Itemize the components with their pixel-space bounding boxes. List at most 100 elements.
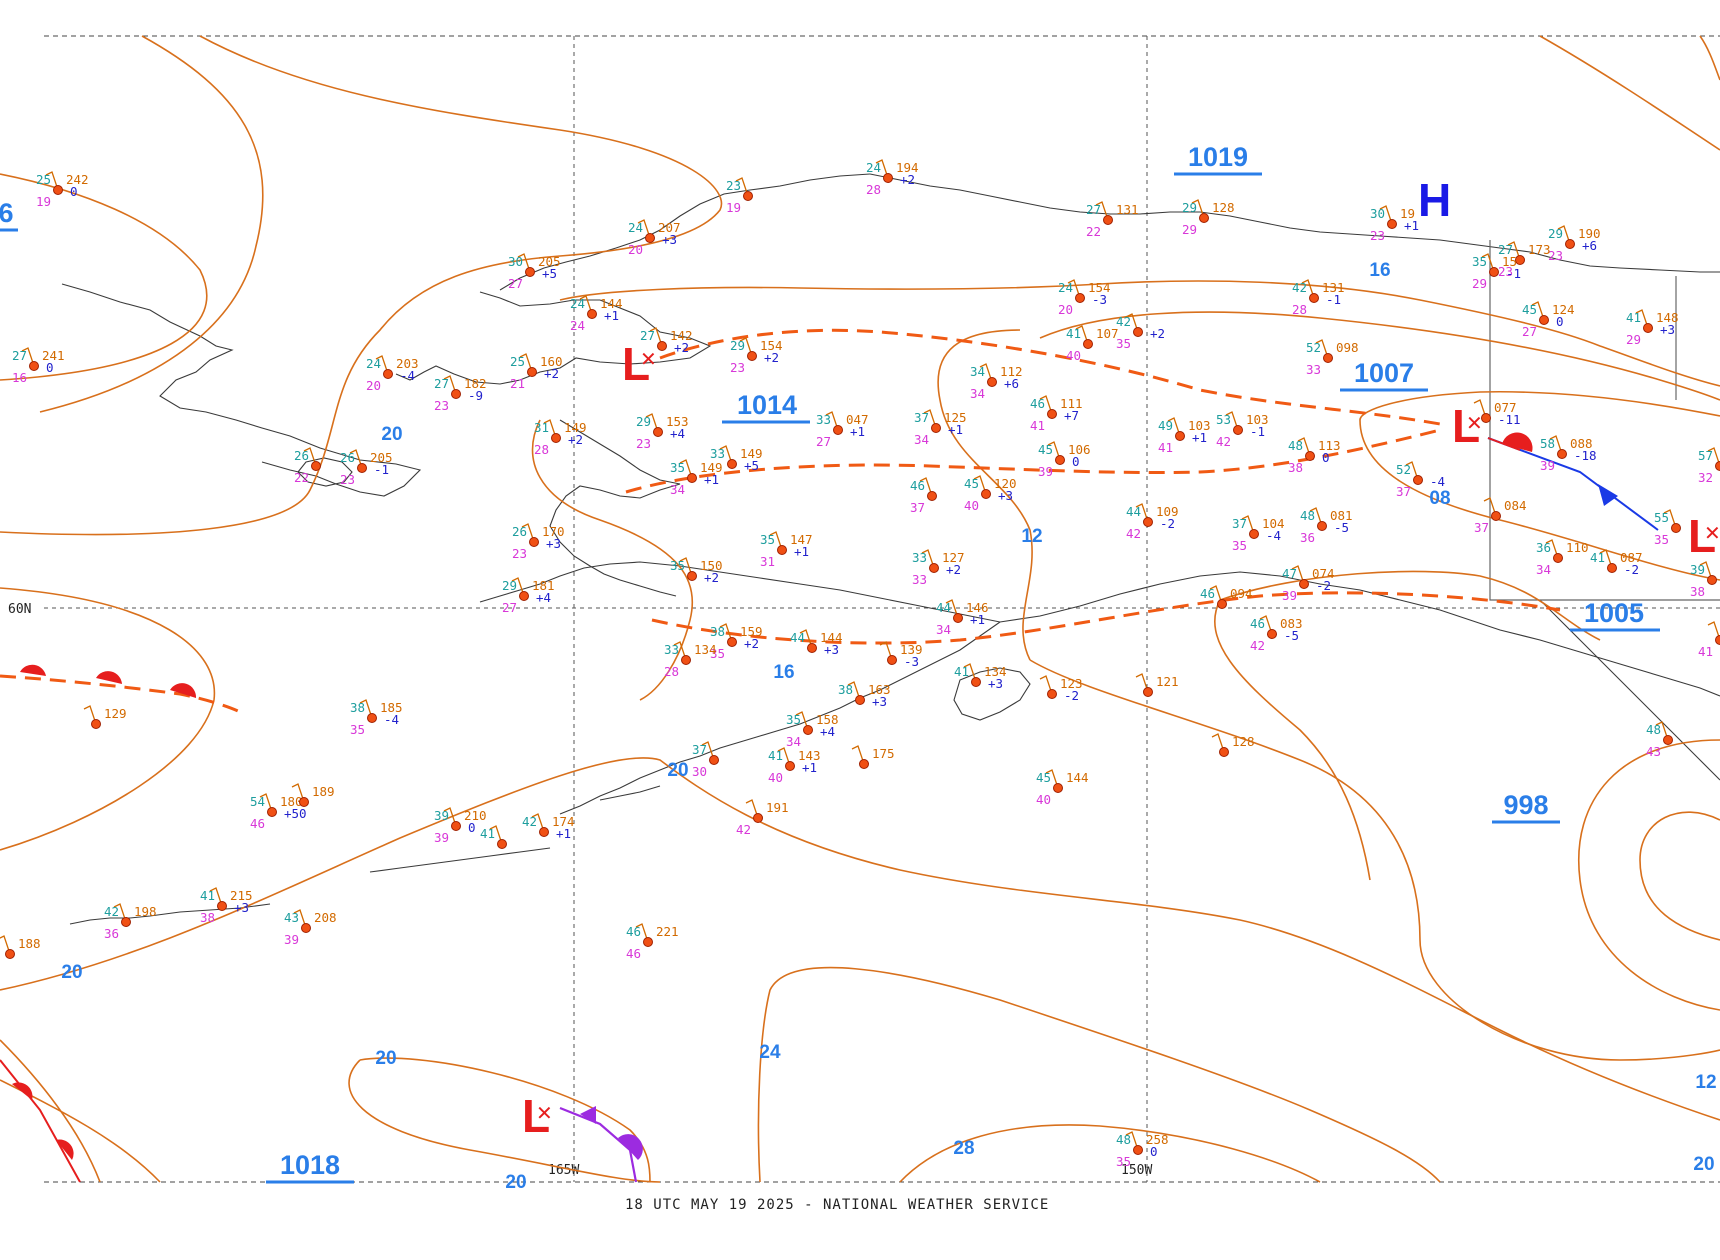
wind-barb	[349, 449, 363, 469]
station-pressure-tendency: -1	[1250, 424, 1265, 439]
station-pressure-tendency: -11	[1498, 412, 1521, 427]
station-circle	[1491, 511, 1501, 521]
station-pressure: 221	[656, 924, 679, 939]
station-temperature: 23	[726, 178, 741, 193]
station-plot: 37 084	[1474, 497, 1527, 535]
station-dewpoint: 37	[1474, 520, 1489, 535]
wind-barb	[921, 549, 935, 569]
wind-barb	[1047, 441, 1061, 461]
station-circle	[53, 185, 63, 195]
station-pressure-tendency: +4	[820, 724, 835, 739]
trough-line	[0, 674, 241, 714]
station-dewpoint: 23	[730, 360, 745, 375]
station-temperature: 29	[1548, 226, 1563, 241]
station-circle	[5, 949, 15, 959]
station-circle	[1481, 413, 1491, 423]
trough-line	[651, 591, 1561, 645]
station-plot: 46 094	[1200, 585, 1253, 609]
station-dewpoint: 23	[340, 472, 355, 487]
wind-barb	[1557, 225, 1571, 245]
station-temperature: 45	[1036, 770, 1051, 785]
wind-barb	[1315, 339, 1329, 359]
station-pressure: 191	[766, 800, 789, 815]
station-pressure: 131	[1322, 280, 1345, 295]
station-temperature: 42	[1292, 280, 1307, 295]
station-pressure-tendency: +3	[872, 694, 887, 709]
station-circle	[777, 545, 787, 555]
station-plot: 42 35 +2	[1116, 313, 1165, 351]
station-plot: 53 42 103-1	[1216, 411, 1269, 449]
cold-front-barb	[1598, 484, 1618, 506]
wind-barb	[511, 577, 525, 597]
station-temperature: 48	[1300, 508, 1315, 523]
station-pressure-tendency: -2	[1064, 688, 1079, 703]
station-dewpoint: 29	[1472, 276, 1487, 291]
station-circle	[451, 821, 461, 831]
station-circle	[927, 491, 937, 501]
station-temperature: 26	[294, 448, 309, 463]
station-pressure-tendency: +1	[970, 612, 985, 627]
station-dewpoint: 42	[1250, 638, 1265, 653]
coastline-alaska-peninsula	[559, 621, 1001, 815]
station-temperature: 24	[866, 160, 881, 175]
station-pressure: 170	[542, 524, 565, 539]
station-dewpoint: 46	[250, 816, 265, 831]
central-pressure-label: 1014	[737, 390, 797, 420]
station-dewpoint: 22	[1086, 224, 1101, 239]
station-pressure-tendency: +1	[850, 424, 865, 439]
wind-barb	[739, 337, 753, 357]
wind-barb	[293, 909, 307, 929]
station-dewpoint: 24	[570, 318, 585, 333]
station-circle	[687, 571, 697, 581]
station-temperature: 42	[1116, 314, 1131, 329]
wind-barb	[1663, 509, 1677, 529]
wind-barb	[1481, 253, 1495, 273]
station-pressure: 088	[1570, 436, 1593, 451]
station-pressure: 124	[1552, 302, 1575, 317]
isobar	[1214, 599, 1371, 881]
station-plot: 38 163+3	[838, 681, 891, 709]
station-temperature: 54	[250, 794, 265, 809]
wind-barb	[673, 641, 687, 661]
wind-barb	[1095, 201, 1109, 221]
station-circle	[1671, 523, 1681, 533]
wind-barb	[1531, 301, 1545, 321]
wind-barb	[0, 935, 11, 955]
station-pressure: 148	[1656, 310, 1679, 325]
station-dewpoint: 41	[1158, 440, 1173, 455]
station-temperature: 30	[508, 254, 523, 269]
isobar-label: 08	[1429, 488, 1450, 509]
station-plot: 24 24 144+1	[570, 295, 623, 333]
station-pressure-tendency: +1	[1192, 430, 1207, 445]
wind-barb	[259, 793, 273, 813]
station-plot: 35 31 147+1	[760, 531, 813, 569]
station-plot: 33 33 127+2	[912, 549, 965, 587]
station-dewpoint: 33	[912, 572, 927, 587]
station-plot: 27 22 131	[1086, 201, 1139, 239]
station-pressure-tendency: +2	[1150, 326, 1165, 341]
station-pressure: 242	[66, 172, 89, 187]
station-dewpoint: 28	[866, 182, 881, 197]
station-plot: 5732070	[1698, 447, 1720, 485]
occluded-front-barb	[580, 1106, 596, 1124]
station-dewpoint: 40	[1066, 348, 1081, 363]
isobar	[0, 1039, 101, 1183]
station-pressure-tendency: -2	[1624, 562, 1639, 577]
station-pressure: 174	[552, 814, 575, 829]
wind-barb	[1707, 621, 1720, 641]
station-temperature: 31	[534, 420, 549, 435]
trough-line	[659, 328, 1441, 426]
isobar	[1699, 35, 1720, 81]
station-circle	[953, 613, 963, 623]
station-plot: 35 29 15-1	[1472, 253, 1521, 291]
station-plot: 29 23 153+4	[636, 413, 689, 451]
isobar	[1539, 35, 1720, 151]
station-temperature: 26	[340, 450, 355, 465]
station-temperature: 46	[1250, 616, 1265, 631]
station-dewpoint: 28	[664, 664, 679, 679]
station-plot: 24 20 207+3	[628, 219, 681, 257]
